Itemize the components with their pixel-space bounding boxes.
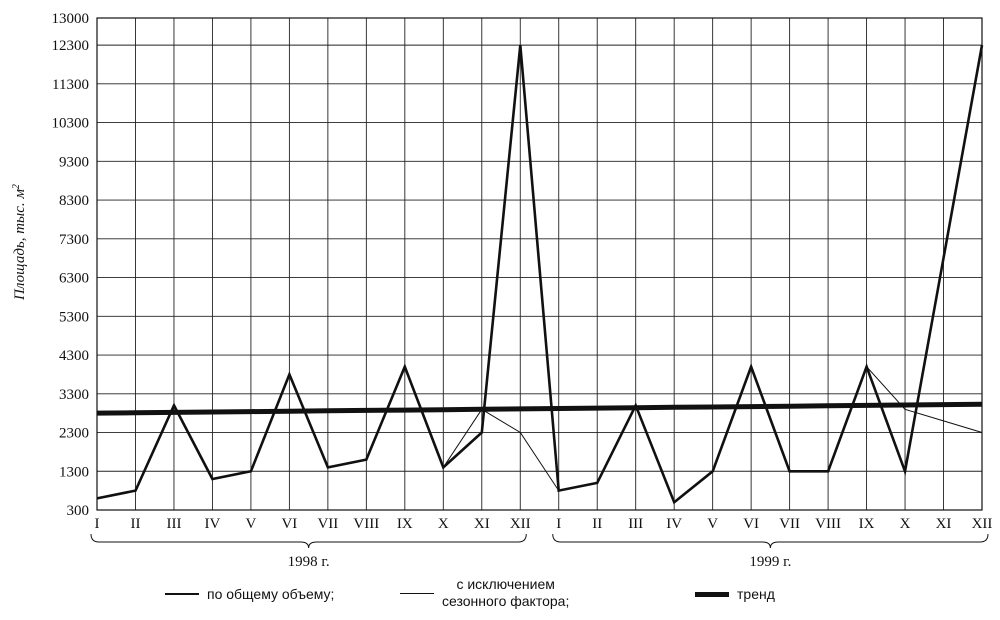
y-tick-label: 10300 [52, 116, 90, 132]
y-axis-label: Площадь, тыс. м2 [11, 184, 28, 301]
legend-swatch-thick [695, 591, 729, 597]
y-tick-label: 8300 [59, 193, 89, 209]
y-tick-label: 1300 [59, 464, 89, 480]
x-tick-label: V [707, 516, 718, 532]
x-tick-label: XII [510, 516, 531, 532]
legend: по общему объему; с исключением сезонного… [0, 570, 1000, 620]
y-tick-label: 3300 [59, 387, 89, 403]
x-tick-label: VI [281, 516, 297, 532]
series-line-thin [96, 365, 983, 504]
x-tick-labels: I II III IV V VI VII VIII IX X XI XII I II III IV V VI VII… [95, 516, 993, 532]
legend-swatch-medium [165, 592, 199, 596]
y-tick-label: 9300 [59, 154, 89, 170]
x-tick-label: IX [859, 516, 875, 532]
y-tick-label: 13000 [52, 11, 90, 27]
y-tick-label: 11300 [52, 77, 89, 93]
y-tick-label: 12300 [52, 38, 90, 54]
x-tick-label: XI [474, 516, 490, 532]
x-tick-label: VIII [353, 516, 379, 532]
chart: 300 1300 2300 3300 4300 5300 6300 7300 8300 9300 1… [11, 11, 993, 570]
year-groups: 1998 г. 1999 г. [90, 533, 989, 570]
x-tick-label: VIII [815, 516, 841, 532]
x-tick-label: X [438, 516, 449, 532]
x-tick-label: VII [317, 516, 338, 532]
x-tick-label: II [130, 516, 140, 532]
x-tick-label: VII [779, 516, 800, 532]
series-line-thick [96, 401, 983, 416]
x-tick-label: I [556, 516, 561, 532]
y-tick-label: 300 [67, 503, 90, 519]
y-tick-label: 7300 [59, 232, 89, 248]
x-tick-label: IV [666, 516, 682, 532]
y-tick-label: 2300 [59, 426, 89, 442]
legend-label: тренд [737, 586, 775, 602]
y-tick-label: 6300 [59, 271, 89, 287]
x-tick-label: XII [972, 516, 993, 532]
x-tick-label: XI [936, 516, 952, 532]
x-tick-label: X [900, 516, 911, 532]
y-tick-label: 5300 [59, 309, 89, 325]
x-tick-label: III [628, 516, 643, 532]
x-tick-label: I [95, 516, 100, 532]
year-brace [552, 533, 989, 549]
legend-label: с исключением сезонного фактора; [442, 576, 570, 609]
y-tick-label: 4300 [59, 348, 89, 364]
x-tick-label: III [166, 516, 181, 532]
plot-frame [96, 17, 983, 511]
legend-item-trend: тренд [695, 586, 775, 602]
legend-swatch-thin [400, 592, 434, 594]
series-lines [96, 44, 984, 505]
year-label: 1998 г. [288, 554, 330, 570]
series-line-medium [96, 44, 984, 505]
year-brace [90, 533, 527, 549]
legend-label: по общему объему; [207, 586, 335, 602]
x-tick-label: II [592, 516, 602, 532]
year-label: 1999 г. [749, 554, 791, 570]
grid [96, 17, 983, 511]
x-tick-label: VI [743, 516, 759, 532]
legend-item-total: по общему объему; [165, 586, 334, 602]
x-tick-label: V [245, 516, 256, 532]
legend-item-seasonal: с исключением сезонного фактора; [400, 576, 569, 610]
x-tick-label: IV [205, 516, 221, 532]
x-tick-label: IX [397, 516, 413, 532]
y-tick-labels: 300 1300 2300 3300 4300 5300 6300 7300 8300 9300 1… [52, 11, 90, 519]
